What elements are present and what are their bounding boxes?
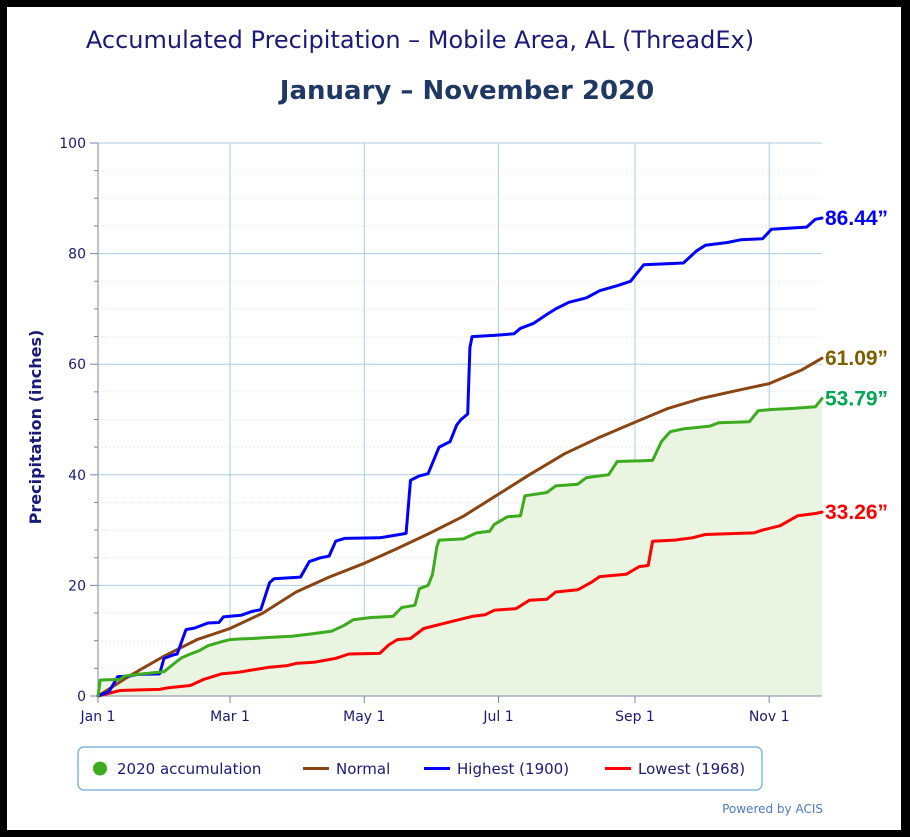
x-tick-label: May 1 (343, 709, 385, 725)
legend-item-highest[interactable]: Highest (1900) (457, 760, 569, 778)
axes (90, 142, 822, 703)
x-tick-label: Jan 1 (80, 709, 116, 725)
x-tick-label: Nov 1 (749, 709, 790, 725)
x-tick-label: Jul 1 (482, 709, 513, 725)
legend: 2020 accumulation Normal Highest (1900) … (77, 746, 763, 791)
x-tick-label: Mar 1 (210, 709, 250, 725)
end-label-highest-1900: 86.44” (825, 207, 888, 230)
y-axis-title: Precipitation (inches) (26, 330, 45, 525)
series-line-highest-1900 (96, 216, 824, 698)
series-line-lowest-1968 (96, 510, 824, 698)
end-label-normal: 61.09” (825, 347, 888, 370)
legend-box (77, 746, 763, 791)
y-tick-label: 0 (77, 689, 86, 705)
legend-item-normal[interactable]: Normal (336, 760, 390, 778)
tick-labels: 0 20 40 60 80 100 Jan 1 Mar 1 May 1 Jul 1 Sep 1 Nov… (59, 136, 789, 725)
legend-item-2020[interactable]: 2020 accumulation (117, 760, 261, 778)
credit-link[interactable]: Powered by ACIS (722, 802, 823, 816)
x-tick-label: Sep 1 (615, 709, 655, 725)
chart-panel: Accumulated Precipitation – Mobile Area,… (7, 7, 901, 830)
end-label-lowest-1968: 33.26” (825, 501, 888, 524)
chart-subtitle: January – November 2020 (278, 76, 654, 106)
series-line-2020-accumulation (96, 397, 824, 698)
series-line-normal (96, 356, 824, 698)
legend-marker-2020 (93, 761, 107, 776)
area-layer (98, 398, 822, 696)
chart-svg: Accumulated Precipitation – Mobile Area,… (26, 26, 888, 816)
end-label-2020-accumulation: 53.79” (825, 388, 888, 411)
area-2020-accumulation (98, 398, 822, 696)
legend-item-lowest[interactable]: Lowest (1968) (638, 760, 745, 778)
y-tick-label: 20 (68, 578, 86, 594)
y-tick-label: 100 (59, 136, 86, 152)
chart-title: Accumulated Precipitation – Mobile Area,… (86, 26, 754, 54)
y-tick-label: 60 (68, 357, 86, 373)
y-tick-label: 40 (68, 468, 86, 484)
y-tick-label: 80 (68, 247, 86, 263)
end-labels: 53.79” 61.09” 86.44” 33.26” (825, 207, 888, 524)
series-layer (96, 216, 824, 698)
